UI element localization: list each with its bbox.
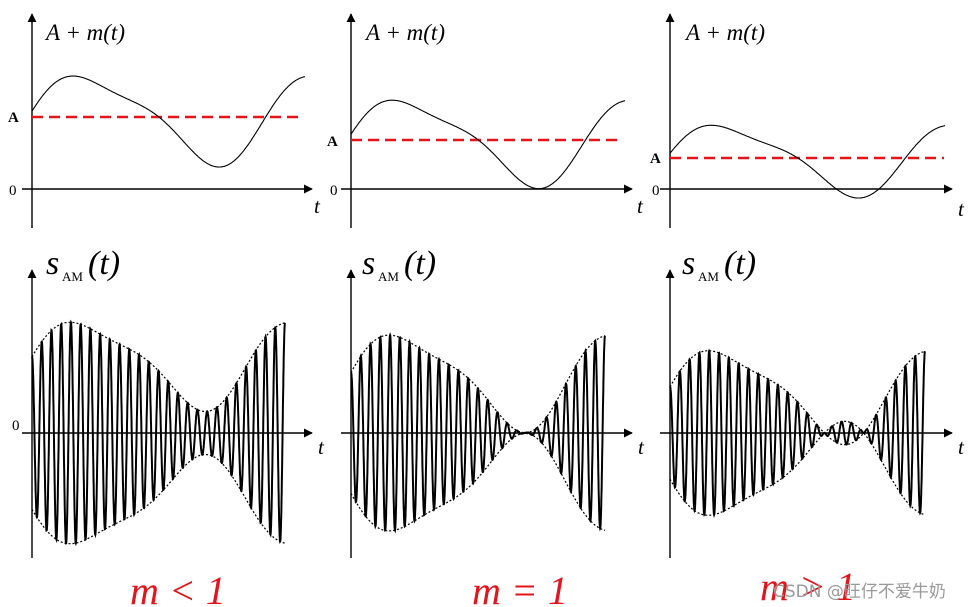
- y-axis-label-sub: AM: [698, 269, 719, 284]
- top-plot: A + m(t) A 0 t: [8, 13, 321, 228]
- case-label: m < 1: [130, 568, 226, 607]
- bottom-plot: s AM (t) t: [660, 245, 965, 558]
- case-label: m = 1: [472, 568, 568, 607]
- am-carrier-wave: [31, 319, 286, 547]
- x-axis-label: t: [637, 194, 644, 218]
- baseline-label: A: [650, 151, 661, 167]
- panel-m-less-than-1: A + m(t) A 0 t s AM (t) 0 t m < 1: [8, 13, 325, 607]
- x-axis-label: t: [638, 435, 645, 459]
- y-axis-label: A + m(t): [364, 20, 445, 45]
- panel-m-equal-1: A + m(t) A 0 t s AM (t) t m = 1: [327, 13, 645, 607]
- y-axis-label-main: s: [46, 245, 59, 282]
- x-axis-label: t: [958, 197, 965, 221]
- y-axis-label-main: s: [682, 245, 695, 282]
- y-axis-label-arg: (t): [724, 245, 756, 282]
- y-axis-label-arg: (t): [88, 245, 120, 282]
- modulating-signal-curve: [350, 99, 626, 190]
- bottom-plot: s AM (t) t: [341, 245, 645, 558]
- top-plot: A + m(t) A 0 t: [327, 13, 644, 228]
- modulating-signal-curve: [669, 124, 946, 199]
- y-axis-label-main: s: [362, 245, 375, 282]
- top-plot: A + m(t) A 0 t: [650, 13, 965, 228]
- zero-label: 0: [652, 183, 660, 199]
- y-axis-label: A + m(t): [44, 20, 125, 45]
- am-carrier-wave: [350, 332, 606, 534]
- upper-envelope: [31, 321, 286, 413]
- y-axis-label: A + m(t): [684, 20, 765, 45]
- baseline-label: A: [8, 110, 19, 126]
- modulating-signal-curve: [31, 75, 306, 168]
- lower-envelope: [31, 453, 286, 545]
- y-axis-label-arg: (t): [404, 245, 436, 282]
- case-label: m > 1: [760, 564, 856, 607]
- x-axis-label: t: [958, 435, 965, 459]
- watermark: CSDN @旺仔不爱牛奶: [773, 582, 946, 602]
- am-carrier-wave: [669, 348, 926, 519]
- panel-m-greater-than-1: A + m(t) A 0 t s AM (t) t m > 1: [650, 13, 965, 607]
- x-axis-label: t: [318, 435, 325, 459]
- zero-label: 0: [9, 183, 17, 199]
- y-axis-label-sub: AM: [378, 269, 399, 284]
- lower-envelope: [350, 432, 606, 532]
- bottom-plot: s AM (t) 0 t: [12, 245, 325, 558]
- zero-label: 0: [12, 418, 20, 434]
- zero-label: 0: [330, 183, 338, 199]
- x-axis-label: t: [314, 194, 321, 218]
- y-axis-label-sub: AM: [62, 269, 83, 284]
- baseline-label: A: [327, 134, 338, 150]
- lower-envelope: [669, 420, 926, 516]
